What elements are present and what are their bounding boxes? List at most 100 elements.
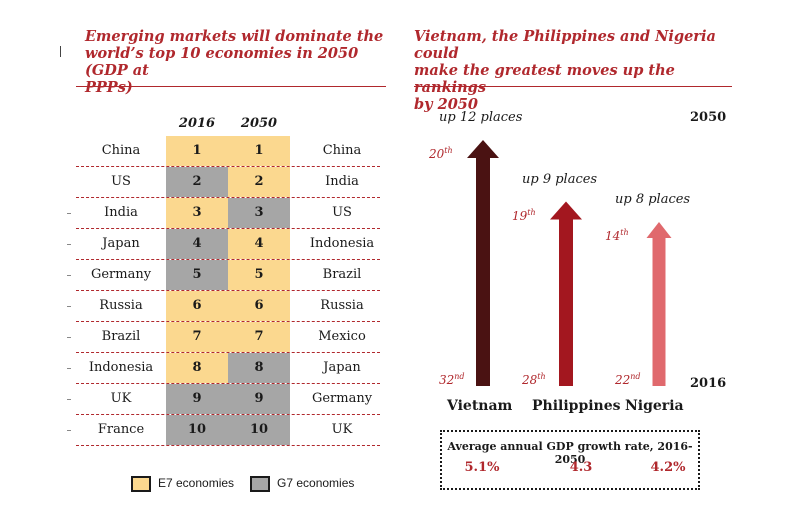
legend-swatch-e7 xyxy=(131,476,151,492)
ordinal-suffix: th xyxy=(537,372,546,381)
places-moved-philippines: up 9 places xyxy=(522,171,598,187)
country-2050: UK xyxy=(331,422,353,437)
table-row: Japan 4 4 Indonesia xyxy=(76,229,380,260)
row-divider xyxy=(76,290,380,291)
country-2050: Germany xyxy=(311,391,373,406)
left-panel-title: Emerging markets will dominate the world… xyxy=(85,28,385,96)
year-label-2050: 2050 xyxy=(690,110,727,125)
row-divider xyxy=(76,321,380,322)
ordinal-suffix: nd xyxy=(454,372,465,381)
right-title-line-3: by 2050 xyxy=(414,96,478,113)
rank-2050-label-nigeria: 14th xyxy=(605,228,629,243)
country-2016: Brazil xyxy=(101,329,141,344)
table-row: Germany 5 5 Brazil xyxy=(76,260,380,291)
table-row: Indonesia 8 8 Japan xyxy=(76,353,380,384)
legend-label-g7: G7 economies xyxy=(277,476,355,490)
rank-cell-2050: 8 xyxy=(228,353,290,383)
rank-2050-label-philippines: 19th xyxy=(512,207,536,223)
table-row: India 3 3 US xyxy=(76,198,380,229)
country-2016: China xyxy=(101,143,141,158)
rank-cell-2016: 9 xyxy=(166,384,228,414)
row-divider xyxy=(76,166,380,167)
country-2016: US xyxy=(111,174,131,189)
arrow-philippines xyxy=(550,201,582,386)
edge-marker xyxy=(60,46,61,57)
rank-2050-label-vietnam: 20th xyxy=(429,146,453,161)
table-row: Brazil 7 7 Mexico xyxy=(76,322,380,353)
country-2050: US xyxy=(332,205,352,220)
growth-box: Average annual GDP growth rate, 2016-205… xyxy=(440,430,700,490)
rank-cell-2050: 2 xyxy=(228,167,290,197)
row-tick-mark xyxy=(67,213,71,214)
country-2016: UK xyxy=(110,391,132,406)
row-tick-mark xyxy=(67,244,71,245)
country-2016: Germany xyxy=(90,267,152,282)
row-tick-mark xyxy=(67,368,71,369)
col-header-2016: 2016 xyxy=(178,116,216,131)
right-title-rule xyxy=(414,86,732,87)
row-tick-mark xyxy=(67,430,71,431)
row-tick-mark xyxy=(67,306,71,307)
rank-cell-2016: 4 xyxy=(166,229,228,259)
country-2050: Mexico xyxy=(318,329,366,344)
left-title-line-3: PPPs) xyxy=(85,79,133,96)
rank-cell-2050: 6 xyxy=(228,291,290,321)
arrow-vietnam xyxy=(467,140,499,386)
growth-box-title: Average annual GDP growth rate, 2016-205… xyxy=(447,440,693,466)
row-divider xyxy=(76,445,380,446)
rank-cell-2016: 7 xyxy=(166,322,228,352)
rank-cell-2016: 10 xyxy=(166,415,228,445)
country-2050: China xyxy=(322,143,362,158)
country-2050: Brazil xyxy=(322,267,362,282)
rank-cell-2016: 8 xyxy=(166,353,228,383)
left-title-rule xyxy=(76,86,386,87)
country-2016: Indonesia xyxy=(88,360,154,375)
legend-swatch-g7 xyxy=(250,476,270,492)
rank-2016-label-philippines: 28th xyxy=(522,372,546,387)
legend-label-e7: E7 economies xyxy=(158,476,235,490)
rank-cell-2016: 1 xyxy=(166,136,228,166)
rank-cell-2016: 3 xyxy=(166,198,228,228)
ordinal-suffix: th xyxy=(527,207,536,217)
row-divider xyxy=(76,228,380,229)
rank-cell-2050: 7 xyxy=(228,322,290,352)
country-2050: Indonesia xyxy=(309,236,375,251)
country-2016: Japan xyxy=(102,236,140,251)
rank-cell-2050: 3 xyxy=(228,198,290,228)
row-divider xyxy=(76,197,380,198)
row-divider xyxy=(76,383,380,384)
row-tick-mark xyxy=(67,399,71,400)
country-2016: India xyxy=(104,205,138,220)
table-row: Russia 6 6 Russia xyxy=(76,291,380,322)
arrow-nigeria xyxy=(646,222,672,386)
rank-cell-2050: 9 xyxy=(228,384,290,414)
right-panel-title: Vietnam, the Philippines and Nigeria cou… xyxy=(414,28,744,113)
rank-cell-2050: 10 xyxy=(228,415,290,445)
category-label-vietnam: Vietnam xyxy=(447,398,513,414)
table-row: UK 9 9 Germany xyxy=(76,384,380,415)
places-moved-vietnam: up 12 places xyxy=(439,110,523,125)
rank-2016-label-nigeria: 22nd xyxy=(615,372,641,387)
ordinal-suffix: th xyxy=(444,146,453,155)
country-2050: India xyxy=(325,174,359,189)
growth-value-vietnam: 5.1% xyxy=(464,460,500,475)
right-title-line-1: Vietnam, the Philippines and Nigeria cou… xyxy=(414,28,716,62)
left-title-line-2: world’s top 10 economies in 2050 (GDP at xyxy=(85,45,359,79)
rank-cell-2016: 2 xyxy=(166,167,228,197)
ordinal-suffix: th xyxy=(620,228,629,237)
right-title-line-2: make the greatest moves up the rankings xyxy=(414,62,675,96)
table-row: France 10 10 UK xyxy=(76,415,380,446)
country-2016: France xyxy=(97,422,145,437)
country-2016: Russia xyxy=(99,298,143,313)
ordinal-suffix: nd xyxy=(630,372,641,381)
rank-cell-2050: 5 xyxy=(228,260,290,290)
rank-cell-2016: 5 xyxy=(166,260,228,290)
row-divider xyxy=(76,414,380,415)
country-2050: Japan xyxy=(323,360,361,375)
col-header-2050: 2050 xyxy=(240,116,278,131)
table-row: China 1 1 China xyxy=(76,136,380,167)
row-tick-mark xyxy=(67,337,71,338)
left-title-line-1: Emerging markets will dominate the xyxy=(85,28,384,45)
places-moved-nigeria: up 8 places xyxy=(615,192,691,207)
